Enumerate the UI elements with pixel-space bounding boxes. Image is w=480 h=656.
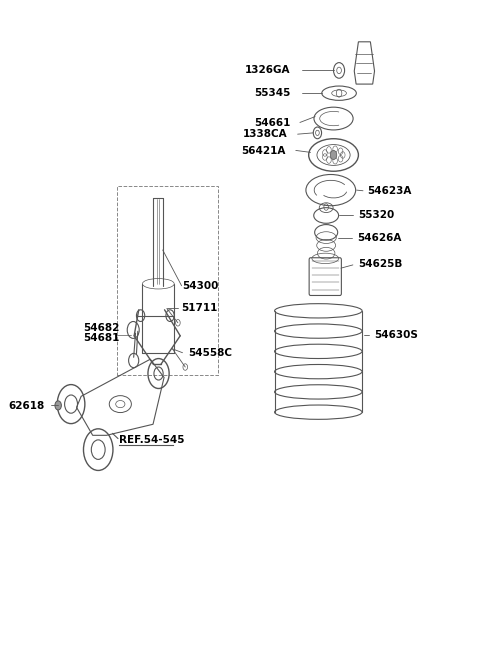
Text: 62618: 62618 bbox=[8, 401, 44, 411]
Text: 54661: 54661 bbox=[254, 118, 291, 128]
Text: 55320: 55320 bbox=[359, 211, 395, 220]
Text: 54630S: 54630S bbox=[374, 329, 419, 340]
Bar bbox=[117, 186, 218, 375]
Text: 54623A: 54623A bbox=[368, 186, 412, 195]
Text: 54625B: 54625B bbox=[359, 259, 403, 269]
Text: 54558C: 54558C bbox=[188, 348, 232, 358]
Circle shape bbox=[330, 150, 337, 159]
Text: REF.54-545: REF.54-545 bbox=[119, 435, 184, 445]
Circle shape bbox=[55, 401, 61, 410]
Text: 54626A: 54626A bbox=[358, 233, 402, 243]
Text: 54300: 54300 bbox=[182, 281, 219, 291]
Text: 54682: 54682 bbox=[84, 323, 120, 333]
Text: 55345: 55345 bbox=[254, 88, 291, 98]
Text: 51711: 51711 bbox=[181, 304, 218, 314]
Text: 1326GA: 1326GA bbox=[245, 66, 291, 75]
Text: 1338CA: 1338CA bbox=[242, 129, 287, 139]
Text: 56421A: 56421A bbox=[241, 146, 285, 156]
Text: 54681: 54681 bbox=[84, 333, 120, 342]
